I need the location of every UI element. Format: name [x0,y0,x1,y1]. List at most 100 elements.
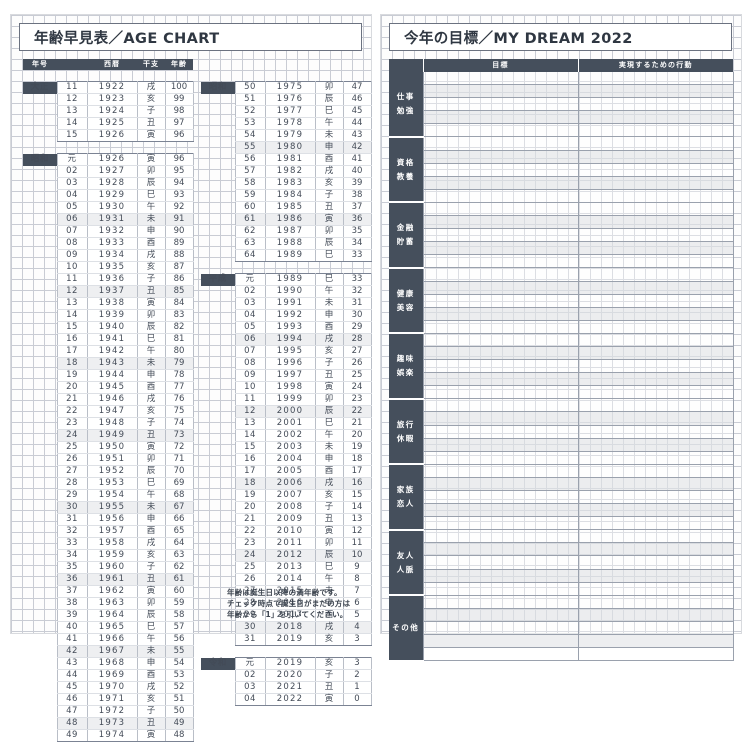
my-dream-action-cell[interactable] [578,267,734,282]
my-dream-goal-cell[interactable] [422,569,579,583]
my-dream-goal-cell[interactable] [422,163,579,177]
my-dream-action-cell[interactable] [578,72,734,86]
my-dream-goal-cell[interactable] [422,621,579,636]
my-dream-goal-cell[interactable] [422,582,579,596]
my-dream-goal-cell[interactable] [422,281,579,295]
my-dream-action-cell[interactable] [578,215,734,230]
my-dream-goal-cell[interactable] [422,372,579,387]
my-dream-goal-cell[interactable] [422,438,579,452]
my-dream-goal-cell[interactable] [422,477,579,492]
my-dream-action-cell[interactable] [578,490,734,505]
my-dream-goal-cell[interactable] [422,84,579,99]
era-blank [23,670,57,682]
cell-zod: 未 [315,441,344,454]
my-dream-action-cell[interactable] [578,582,734,596]
my-dream-action-cell[interactable] [578,189,734,203]
my-dream-action-cell[interactable] [578,294,734,308]
my-dream-goal-cell[interactable] [422,97,579,112]
my-dream-goal-cell[interactable] [422,189,579,203]
my-dream-goal-cell[interactable] [422,595,579,609]
my-dream-action-cell[interactable] [578,372,734,387]
my-dream-action-cell[interactable] [578,464,734,478]
my-dream-goal-cell[interactable] [422,451,579,465]
my-dream-row [389,647,734,662]
my-dream-goal-cell[interactable] [422,503,579,518]
my-dream-goal-cell[interactable] [422,254,579,269]
my-dream-goal-cell[interactable] [422,202,579,217]
my-dream-action-cell[interactable] [578,320,734,334]
cell-west: 2010 [265,525,316,538]
my-dream-goal-cell[interactable] [422,647,579,662]
my-dream-action-cell[interactable] [578,569,734,583]
my-dream-goal-cell[interactable] [422,608,579,622]
cell-yr: 51 [234,93,266,106]
my-dream-action-cell[interactable] [578,333,734,347]
my-dream-goal-cell[interactable] [422,72,579,86]
my-dream-action-cell[interactable] [578,228,734,243]
my-dream-goal-cell[interactable] [422,634,579,649]
my-dream-goal-cell[interactable] [422,490,579,505]
my-dream-action-cell[interactable] [578,438,734,452]
my-dream-action-cell[interactable] [578,608,734,622]
my-dream-action-cell[interactable] [578,398,734,413]
my-dream-action-cell[interactable] [578,477,734,492]
my-dream-action-cell[interactable] [578,84,734,99]
my-dream-goal-cell[interactable] [422,320,579,334]
my-dream-action-cell[interactable] [578,123,734,138]
cell-zod: 丑 [137,429,166,442]
my-dream-action-cell[interactable] [578,97,734,112]
my-dream-goal-cell[interactable] [422,136,579,151]
my-dream-action-cell[interactable] [578,621,734,636]
my-dream-action-cell[interactable] [578,359,734,374]
my-dream-goal-cell[interactable] [422,425,579,439]
my-dream-action-cell[interactable] [578,385,734,400]
my-dream-goal-cell[interactable] [422,176,579,190]
my-dream-goal-cell[interactable] [422,150,579,164]
my-dream-goal-cell[interactable] [422,529,579,544]
table-row: 07 1932 申 90 [23,225,194,238]
cell-west: 1933 [87,237,138,250]
my-dream-goal-cell[interactable] [422,398,579,413]
my-dream-action-cell[interactable] [578,176,734,190]
my-dream-action-cell[interactable] [578,425,734,439]
my-dream-goal-cell[interactable] [422,333,579,347]
my-dream-goal-cell[interactable] [422,542,579,557]
my-dream-action-cell[interactable] [578,542,734,557]
my-dream-action-cell[interactable] [578,136,734,151]
my-dream-action-cell[interactable] [578,163,734,177]
my-dream-goal-cell[interactable] [422,267,579,282]
cell-zod: 戌 [315,621,344,634]
my-dream-goal-cell[interactable] [422,307,579,321]
my-dream-action-cell[interactable] [578,503,734,518]
my-dream-goal-cell[interactable] [422,516,579,531]
my-dream-action-cell[interactable] [578,281,734,295]
my-dream-goal-cell[interactable] [422,123,579,138]
my-dream-action-cell[interactable] [578,307,734,321]
my-dream-action-cell[interactable] [578,555,734,570]
my-dream-goal-cell[interactable] [422,241,579,256]
my-dream-action-cell[interactable] [578,150,734,164]
my-dream-action-cell[interactable] [578,595,734,609]
my-dream-action-cell[interactable] [578,254,734,269]
my-dream-action-cell[interactable] [578,529,734,544]
my-dream-action-cell[interactable] [578,241,734,256]
my-dream-action-cell[interactable] [578,202,734,217]
my-dream-goal-cell[interactable] [422,359,579,374]
my-dream-goal-cell[interactable] [422,346,579,361]
page-title-age-chart: 年齢早見表／AGE CHART [34,30,220,47]
my-dream-goal-cell[interactable] [422,464,579,478]
my-dream-goal-cell[interactable] [422,110,579,125]
table-row: 30 2018 戌 4 [201,621,372,634]
my-dream-goal-cell[interactable] [422,411,579,426]
my-dream-goal-cell[interactable] [422,215,579,230]
my-dream-action-cell[interactable] [578,411,734,426]
my-dream-goal-cell[interactable] [422,294,579,308]
my-dream-action-cell[interactable] [578,110,734,125]
my-dream-goal-cell[interactable] [422,228,579,243]
my-dream-action-cell[interactable] [578,516,734,531]
my-dream-goal-cell[interactable] [422,555,579,570]
my-dream-action-cell[interactable] [578,346,734,361]
my-dream-goal-cell[interactable] [422,385,579,400]
my-dream-action-cell[interactable] [578,451,734,465]
my-dream-action-cell[interactable] [578,647,734,662]
